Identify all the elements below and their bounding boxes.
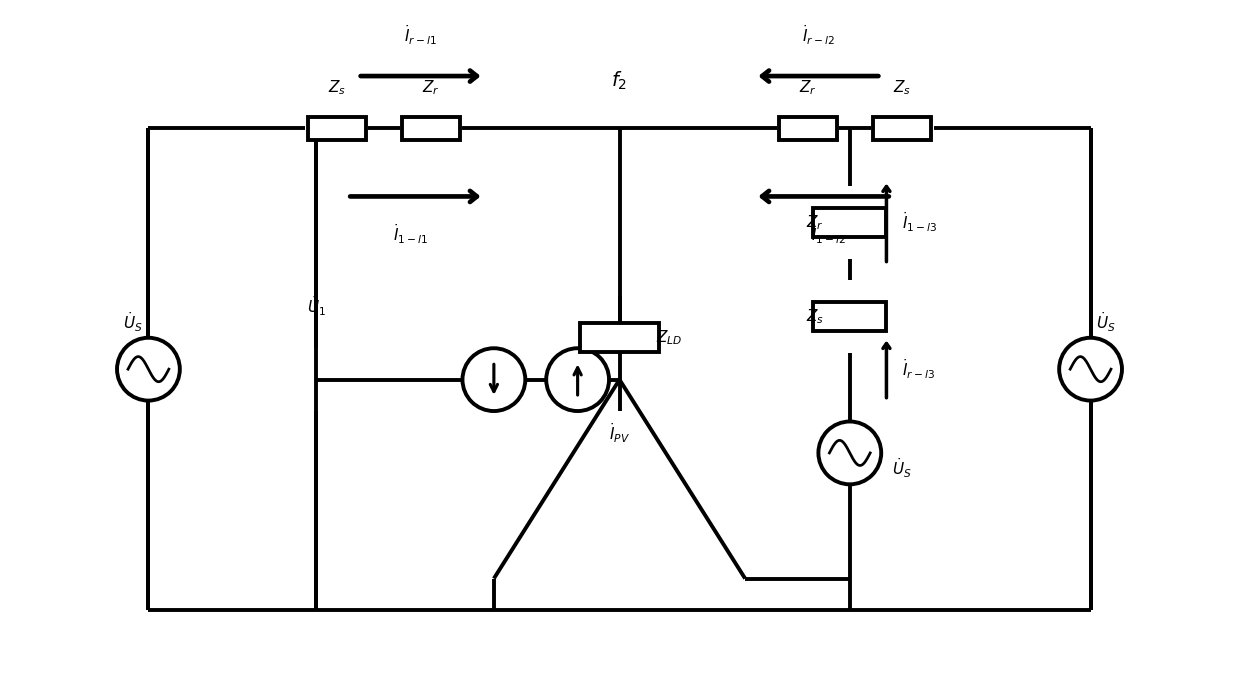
Text: $\dot{U}_S$: $\dot{U}_S$ [892,457,912,480]
Bar [813,302,886,331]
Bar [779,117,836,140]
Text: $Z_s$: $Z_s$ [328,78,346,97]
Bar [403,117,460,140]
Circle shape [546,348,610,411]
Text: $Z_s$: $Z_s$ [805,307,824,326]
Text: $\dot{I}_{1-l3}$: $\dot{I}_{1-l3}$ [902,211,938,235]
Text: $\dot{U}_S$: $\dot{U}_S$ [1095,310,1115,334]
Text: $\dot{I}_{1-l2}$: $\dot{I}_{1-l2}$ [812,223,846,246]
Text: $Z_s$: $Z_s$ [893,78,911,97]
Text: $\dot{U}_S$: $\dot{U}_S$ [124,310,144,334]
Circle shape [462,348,525,411]
Text: $Z_{LD}$: $Z_{LD}$ [657,329,683,347]
Text: $\dot{I}_{r-l2}$: $\dot{I}_{r-l2}$ [802,24,835,47]
Bar [309,117,366,140]
Text: $Z_r$: $Z_r$ [799,78,817,97]
Text: $\dot{I}_{r-l3}$: $\dot{I}_{r-l3}$ [902,357,935,381]
Text: $Z_r$: $Z_r$ [422,78,440,97]
Text: $\dot{I}_{r-l1}$: $\dot{I}_{r-l1}$ [404,24,437,47]
Text: $Z_r$: $Z_r$ [805,213,824,232]
Text: $\dot{U}_1$: $\dot{U}_1$ [307,294,326,318]
Bar [873,117,930,140]
Circle shape [819,421,881,484]
Circle shape [1059,338,1123,401]
Circle shape [116,338,180,401]
Text: $\dot{I}_{1-l1}$: $\dot{I}_{1-l1}$ [393,223,427,246]
Bar [580,323,659,353]
Bar [813,208,886,237]
Text: $f_2$: $f_2$ [611,69,628,92]
Text: $\dot{I}_{PV}$: $\dot{I}_{PV}$ [610,421,629,445]
